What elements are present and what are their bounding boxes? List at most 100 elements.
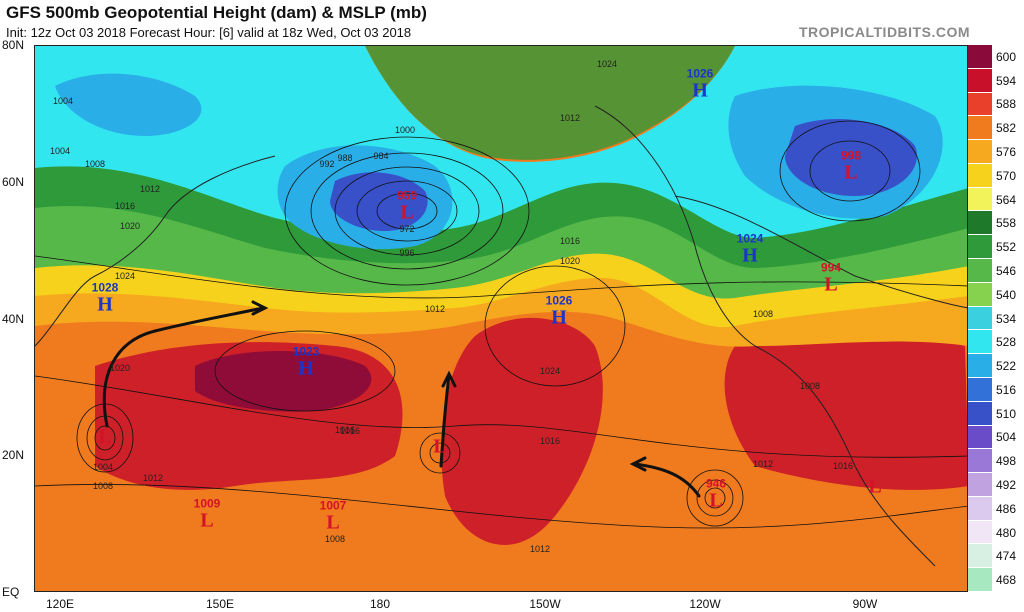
- colorbar-label: 552: [996, 240, 1017, 255]
- colorbar-swatch: [968, 354, 992, 378]
- isobar-label: 1012: [529, 544, 551, 554]
- isobar-label: 1016: [114, 201, 136, 211]
- colorbar-label: 486: [996, 501, 1017, 516]
- pressure-center-low-1009: 1009 L: [193, 496, 221, 532]
- colorbar-swatch: [968, 68, 992, 93]
- colorbar-swatch: [968, 544, 992, 569]
- lat-label-eq: EQ: [2, 585, 20, 599]
- colorbar-label: 504: [996, 430, 1017, 445]
- field-582-band: [35, 276, 967, 347]
- colorbar-swatch: [968, 45, 992, 69]
- colorbar-swatch: [968, 306, 992, 331]
- isobar-label: 1016: [539, 436, 561, 446]
- isobar-label: 992: [319, 159, 335, 169]
- isobar-label: 996: [399, 248, 415, 258]
- isobar-label: 1012: [139, 184, 161, 194]
- isobar-label: 1004: [49, 146, 71, 156]
- isobar-label: 1008: [324, 534, 346, 544]
- isobar-label: 1012: [559, 113, 581, 123]
- colorbar-label: 534: [996, 311, 1017, 326]
- colorbar-label: 576: [996, 145, 1017, 160]
- colorbar-swatch: [968, 259, 992, 283]
- colorbar-label: 492: [996, 477, 1017, 492]
- colorbar-label: 588: [996, 97, 1017, 112]
- field-600-high: [195, 351, 372, 412]
- colorbar-swatch: [968, 425, 992, 450]
- isobar-label: 1024: [596, 59, 618, 69]
- colorbar-label: 468: [996, 573, 1017, 588]
- colorbar-swatch: [968, 187, 992, 212]
- colorbar-swatch: [968, 330, 992, 355]
- isobar-label: 1008: [799, 381, 821, 391]
- colorbar-label: 564: [996, 192, 1017, 207]
- lon-label-90w: 90W: [852, 597, 878, 611]
- pressure-center-low-east-pacific: L: [868, 475, 882, 498]
- lat-label-40n: 40N: [2, 312, 25, 326]
- isobar-label: 972: [399, 224, 415, 234]
- colorbar-label: 480: [996, 525, 1017, 540]
- pressure-center-low-946: 946 L: [705, 476, 727, 512]
- colorbar-label: 546: [996, 263, 1017, 278]
- lon-label-120e: 120E: [45, 597, 75, 611]
- pressure-center-low-959: 959 L: [396, 188, 418, 224]
- isobar-label: 1004: [52, 96, 74, 106]
- colorbar-label: 582: [996, 121, 1017, 136]
- field-546-band: [35, 164, 967, 268]
- colorbar-swatch: [968, 568, 992, 592]
- pressure-center-high-1028-west: 1028 H: [91, 280, 119, 316]
- isobar-label: 1020: [119, 221, 141, 231]
- pressure-center-high-1026-pacific: 1026 H: [545, 293, 573, 329]
- colorbar-label: 516: [996, 382, 1017, 397]
- lat-label-80n: 80N: [2, 38, 25, 52]
- colorbar-label: 540: [996, 287, 1017, 302]
- isobar-label: 1024: [539, 366, 561, 376]
- isobar-label: 1016: [334, 425, 356, 435]
- pressure-center-high-1024: 1024 H: [736, 231, 764, 267]
- height-field: [35, 46, 967, 591]
- colorbar-swatch: [968, 163, 992, 188]
- isobar-label: 1012: [424, 304, 446, 314]
- colorbar-label: 570: [996, 168, 1017, 183]
- isobar-label: 1008: [92, 481, 114, 491]
- isobar-label: 1024: [114, 271, 136, 281]
- colorbar-swatch: [968, 140, 992, 164]
- colorbar-label: 510: [996, 406, 1017, 421]
- lon-label-180: 180: [369, 597, 391, 611]
- pressure-center-low-central-pacific: L: [433, 435, 447, 458]
- isobar-label: 1012: [752, 459, 774, 469]
- isobar-label: 1012: [142, 473, 164, 483]
- pressure-center-low-typhoon-west: L: [98, 425, 112, 448]
- isobar-label: 1008: [752, 309, 774, 319]
- colorbar-label: 474: [996, 549, 1017, 564]
- colorbar-swatch: [968, 473, 992, 497]
- colorbar-label: 528: [996, 335, 1017, 350]
- colorbar-swatch: [968, 377, 992, 402]
- map-panel: L 1028 H 1023 H 959 L 1009 L 1007 L L 10…: [34, 45, 968, 592]
- map-title: GFS 500mb Geopotential Height (dam) & MS…: [6, 3, 427, 22]
- colorbar-swatch: [968, 449, 992, 474]
- isobar-label: 1016: [559, 236, 581, 246]
- isobar-label: 1000: [394, 125, 416, 135]
- field-504-low-canada: [785, 118, 917, 196]
- colorbar-label: 594: [996, 73, 1017, 88]
- colorbar-label: 558: [996, 216, 1017, 231]
- colorbar: 600 594 588 582 576 570 564 558 552 546 540 534 528 5…: [968, 45, 1024, 592]
- isobar-label: 984: [373, 151, 389, 161]
- lon-label-150e: 150E: [205, 597, 235, 611]
- coastlines: [35, 105, 967, 567]
- colorbar-swatch: [968, 496, 992, 521]
- field-522-low-west: [55, 73, 202, 136]
- field-594-central: [441, 317, 603, 545]
- isobar-label: 1020: [109, 363, 131, 373]
- isobar-label: 1004: [92, 462, 114, 472]
- colorbar-swatch: [968, 211, 992, 236]
- colorbar-swatch: [968, 92, 992, 117]
- isobars: [35, 120, 967, 529]
- pressure-center-low-994: 994 L: [820, 260, 842, 296]
- colorbar-label: 522: [996, 359, 1017, 374]
- pressure-center-high-1023: 1023 H: [292, 344, 320, 380]
- colorbar-label: 498: [996, 454, 1017, 469]
- colorbar-label: 600: [996, 49, 1017, 64]
- colorbar-swatch: [968, 401, 992, 426]
- isobar-label: 1008: [84, 159, 106, 169]
